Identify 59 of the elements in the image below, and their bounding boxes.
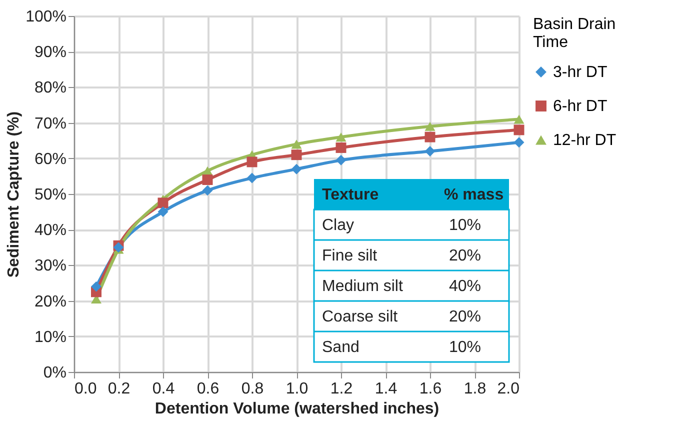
point (424, 122, 436, 131)
point (91, 281, 102, 292)
y-axis-title: Sediment Capture (%) (6, 111, 23, 278)
annotation: Medium silt (322, 278, 404, 295)
point (514, 114, 524, 124)
x-tick-label: 1.4 (374, 380, 398, 398)
legend-label: 3-hr DT (553, 64, 608, 81)
point (158, 206, 168, 218)
point (336, 132, 346, 142)
point (246, 172, 258, 184)
x-tick-label: 0.2 (108, 380, 130, 398)
point (424, 132, 436, 142)
legend-label: 12-hr DT (553, 132, 616, 149)
point (514, 137, 524, 148)
y-tick-label: 10% (34, 328, 66, 346)
annotation: 20% (449, 308, 482, 326)
x-tick-label: 2.0 (497, 380, 520, 398)
y-tick-label: 0% (43, 364, 66, 382)
point (291, 150, 302, 160)
legend-label: 6-hr DT (553, 98, 608, 115)
point (514, 124, 524, 136)
y-tick-label: 20% (34, 293, 66, 310)
annotation: Sand (322, 338, 360, 356)
legend-title: Basin Drain Time (533, 16, 616, 51)
point (246, 156, 258, 168)
annotation: Coarse silt (322, 308, 398, 326)
x-tick-label: 1.2 (330, 380, 353, 398)
y-tick-label: 30% (34, 258, 66, 275)
x-tick-label: 0.6 (196, 380, 220, 398)
annotation: Texture (322, 186, 379, 204)
y-tick-label: 60% (34, 150, 66, 168)
point (202, 185, 213, 196)
y-tick-label: 40% (34, 222, 66, 240)
annotation: Fine silt (322, 247, 378, 264)
point (202, 174, 213, 186)
x-tick-label: 1.0 (286, 380, 308, 398)
annotation: % mass (444, 186, 504, 204)
point (424, 146, 436, 157)
x-axis-title: Detention Volume (watershed inches) (154, 400, 440, 418)
x-tick-label: 0.0 (74, 380, 97, 398)
y-tick-label: 100% (26, 8, 66, 26)
x-tick-label: 0.4 (152, 380, 175, 398)
point (291, 140, 302, 149)
point (336, 142, 346, 153)
y-tick-label: 70% (34, 115, 66, 132)
annotation: 20% (449, 247, 482, 264)
y-tick-label: 50% (34, 186, 66, 204)
point (336, 154, 346, 166)
annotation: 10% (449, 338, 482, 356)
y-tick-label: 80% (34, 80, 66, 97)
annotation: 40% (449, 278, 482, 295)
x-tick-label: 1.6 (419, 380, 442, 398)
annotation: 10% (449, 216, 482, 234)
point (158, 198, 168, 208)
annotation: Clay (322, 216, 354, 234)
x-tick-label: 1.8 (464, 380, 486, 398)
y-tick-label: 90% (34, 44, 66, 62)
point (291, 164, 302, 174)
x-tick-label: 0.8 (241, 380, 264, 398)
